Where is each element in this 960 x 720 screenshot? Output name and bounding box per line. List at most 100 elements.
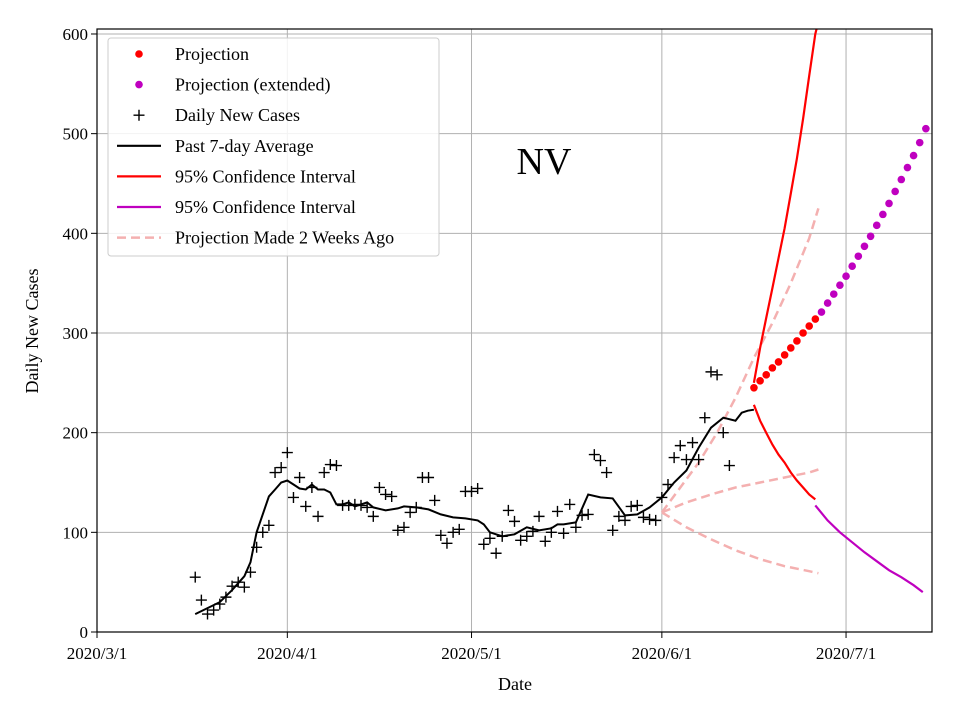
daily-case-marker [324, 459, 336, 471]
daily-case-marker [637, 511, 649, 523]
daily-case-marker [361, 501, 373, 513]
plot-series [189, 29, 930, 620]
projection-point [811, 315, 820, 323]
projection-extended-point [860, 242, 869, 251]
daily-case-marker [490, 547, 502, 559]
daily-case-marker [705, 366, 717, 378]
daily-case-marker [330, 460, 342, 472]
daily-case-marker [607, 524, 619, 536]
y-tick-label: 400 [63, 224, 89, 243]
daily-case-marker [257, 526, 269, 538]
projection-extended-point [879, 210, 887, 219]
legend-plus-icon [133, 109, 145, 121]
daily-case-marker [429, 494, 441, 506]
legend-entry: Past 7-day Average [117, 136, 314, 156]
daily-case-marker [404, 506, 416, 518]
daily-case-marker [625, 500, 637, 512]
projection-extended-point [872, 221, 881, 230]
daily-case-marker [582, 508, 594, 520]
daily-case-marker [484, 532, 496, 544]
projection-point [762, 371, 771, 379]
daily-case-marker [269, 467, 281, 479]
legend-label: 95% Confidence Interval [175, 166, 356, 186]
x-tick-label: 2020/4/1 [257, 644, 317, 663]
legend-entry: 95% Confidence Interval [117, 197, 356, 217]
legend-entry: Projection (extended) [135, 75, 330, 96]
daily-case-marker [668, 452, 680, 464]
legend-label: Projection (extended) [175, 75, 330, 96]
projection-extended-point [922, 124, 930, 133]
ci-purple-lower-line [814, 504, 924, 593]
daily-case-marker [717, 427, 729, 439]
projection-point [750, 384, 758, 392]
projection-extended-point [915, 138, 924, 147]
y-tick-label: 0 [80, 623, 89, 642]
daily-case-marker [398, 521, 410, 533]
daily-case-marker [263, 519, 275, 531]
old-projection-lower-line [661, 511, 819, 575]
daily-case-marker [631, 499, 643, 511]
daily-case-marker [723, 460, 735, 472]
daily-case-marker [644, 513, 656, 525]
daily-case-marker [699, 412, 711, 424]
daily-case-marker [453, 523, 465, 535]
old-projection-mid-line [661, 468, 819, 514]
projection-point [756, 377, 764, 385]
daily-case-marker [502, 504, 514, 516]
daily-case-marker [558, 527, 570, 539]
daily-case-marker [533, 510, 545, 522]
y-tick-label: 100 [63, 523, 89, 542]
projection-extended-point [891, 187, 899, 196]
daily-case-marker [601, 467, 613, 479]
projection-point [780, 351, 789, 359]
projection-extended-point [836, 281, 844, 289]
projection-extended-point [897, 175, 906, 184]
x-tick-label: 2020/6/1 [632, 644, 692, 663]
daily-case-marker [294, 472, 306, 484]
legend: Projection Projection (extended) Daily New… [107, 37, 440, 257]
daily-case-marker [202, 608, 214, 620]
daily-case-marker [423, 472, 435, 484]
y-tick-label: 500 [63, 125, 89, 144]
legend-entry: 95% Confidence Interval [117, 166, 356, 186]
projection-extended-point [903, 163, 912, 172]
daily-case-marker [521, 530, 533, 542]
daily-case-marker [687, 437, 699, 449]
projection-extended-point [866, 232, 875, 241]
daily-case-marker [312, 510, 324, 522]
daily-case-marker [189, 571, 201, 583]
daily-case-marker [551, 505, 563, 517]
daily-case-marker [441, 537, 453, 549]
legend-entry: Daily New Cases [133, 105, 300, 125]
daily-case-marker [527, 525, 539, 537]
daily-case-marker [287, 491, 299, 503]
daily-case-marker [367, 510, 379, 522]
x-tick-label: 2020/7/1 [816, 644, 876, 663]
projection-point [786, 344, 795, 352]
ci-red-lower-line [752, 404, 816, 501]
projection-extended-point [848, 262, 856, 271]
legend-dot-icon [135, 80, 143, 89]
daily-case-marker [380, 488, 392, 500]
legend-dot-icon [135, 50, 143, 58]
projection-extended-point [909, 151, 918, 160]
old-projection-upper-line [660, 208, 820, 514]
daily-case-marker [674, 440, 686, 452]
seven-day-average-line [194, 408, 755, 615]
daily-case-marker [281, 447, 293, 459]
legend-label: 95% Confidence Interval [175, 197, 356, 217]
annotation-state: NV [517, 141, 572, 183]
axis-ticks: 2020/3/1 2020/4/1 2020/5/1 2020/6/1 2020/7/1… [63, 25, 877, 663]
x-axis-label: Date [498, 674, 532, 694]
plot-frame [96, 28, 933, 633]
projection-point [768, 364, 777, 372]
daily-case-marker [693, 454, 705, 466]
daily-case-marker [570, 521, 582, 533]
ci-red-upper-line [752, 29, 818, 383]
legend-label: Projection [175, 44, 249, 64]
daily-case-marker [392, 524, 404, 536]
daily-case-marker [318, 467, 330, 479]
daily-case-marker [680, 454, 692, 466]
daily-case-marker [238, 581, 250, 593]
